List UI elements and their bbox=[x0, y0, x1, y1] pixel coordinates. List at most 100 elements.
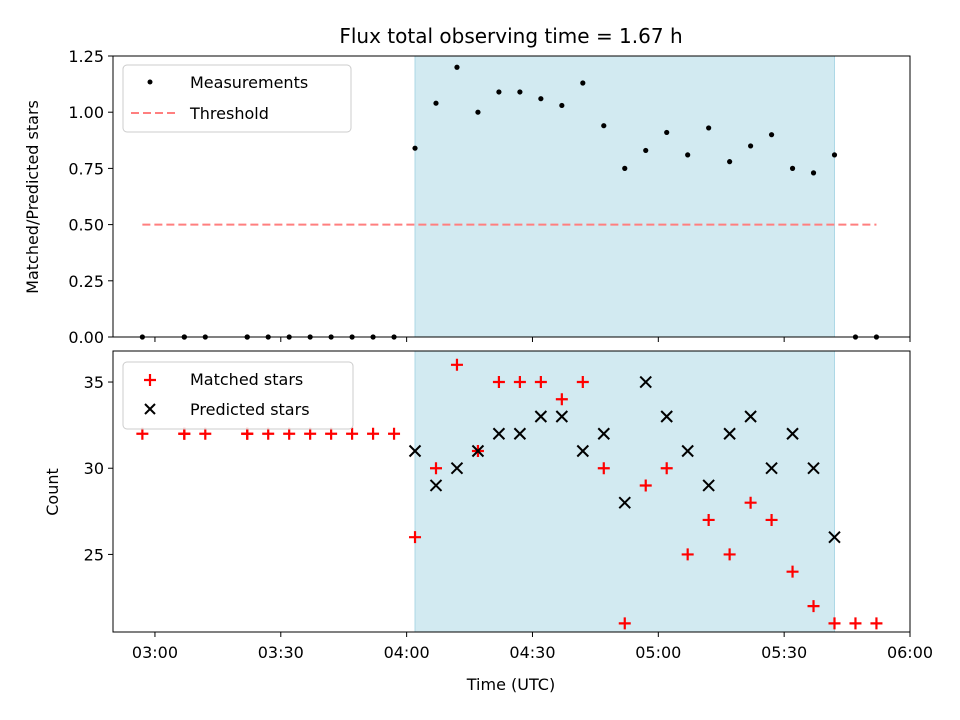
bottom-series-predicted-stars-point bbox=[786, 427, 799, 440]
top-panel: Flux total observing time = 1.67 h 0.00 0… bbox=[23, 24, 911, 347]
bottom-series-matched-stars-point bbox=[136, 427, 149, 440]
bottom-series-predicted-stars-point bbox=[471, 444, 485, 458]
top-shaded-span bbox=[414, 55, 835, 338]
bottom-series-predicted-stars-point bbox=[618, 496, 631, 509]
top-series-measurements-point bbox=[789, 165, 796, 171]
top-series-measurements-point bbox=[831, 152, 838, 158]
bottom-series-matched-stars-point bbox=[513, 376, 526, 389]
bottom-series-matched-stars-point bbox=[765, 513, 778, 526]
bottom-y-tick-label: 35 bbox=[84, 373, 104, 392]
top-series-measurements-point bbox=[412, 145, 418, 151]
bottom-plot-area: 25 30 35 03:00 03:30 04:00 04:30 05:00 05:30 06:0… bbox=[84, 350, 933, 662]
bottom-plot-frame bbox=[112, 350, 911, 633]
x-tick-label: 05:00 bbox=[635, 643, 681, 662]
bottom-series-predicted-stars-point bbox=[576, 444, 590, 458]
bottom-series-matched-stars-point bbox=[786, 565, 799, 578]
legend-label-matched: Matched stars bbox=[190, 370, 303, 389]
bottom-series-predicted-stars-point bbox=[807, 462, 820, 475]
x-tick-label: 06:00 bbox=[887, 643, 933, 662]
x-tick-label: 03:00 bbox=[132, 643, 178, 662]
x-tick-label: 05:30 bbox=[761, 643, 807, 662]
bottom-series-matched-stars-point bbox=[367, 427, 380, 440]
bottom-series-matched-stars-point bbox=[807, 600, 820, 613]
bottom-series-matched-stars-point bbox=[555, 393, 568, 406]
bottom-series-matched-stars-point bbox=[744, 496, 757, 509]
legend-label-threshold: Threshold bbox=[189, 104, 269, 123]
top-y-tick-label: 0.75 bbox=[68, 159, 104, 178]
bottom-series-matched-stars-point bbox=[660, 462, 673, 475]
bottom-series-matched-stars-point bbox=[178, 427, 191, 440]
bottom-series-matched-stars-point bbox=[534, 376, 547, 389]
x-tick-label: 04:00 bbox=[384, 643, 430, 662]
bottom-series-matched-stars-point bbox=[618, 617, 631, 630]
top-series-measurements-point bbox=[454, 64, 460, 70]
bottom-series-predicted-stars-point bbox=[408, 444, 422, 458]
bottom-series-matched-stars-point bbox=[409, 531, 422, 544]
bottom-series-matched-stars-point bbox=[388, 427, 401, 440]
top-y-axis-label: Matched/Predicted stars bbox=[23, 100, 42, 294]
bottom-series-matched-stars-point bbox=[576, 376, 589, 389]
legend-marker-matched bbox=[144, 374, 156, 386]
bottom-series-predicted-stars-point bbox=[828, 530, 841, 544]
bottom-series-matched-stars-point bbox=[283, 427, 296, 440]
chart-title: Flux total observing time = 1.67 h bbox=[339, 24, 682, 48]
top-series-measurements-point bbox=[496, 89, 502, 95]
bottom-series-matched-stars-point bbox=[870, 617, 883, 630]
bottom-series-predicted-stars-point bbox=[450, 462, 464, 475]
bottom-series-matched-stars-point bbox=[262, 427, 275, 440]
top-y-tick-label: 0.50 bbox=[68, 216, 104, 235]
bottom-series-matched-stars-point bbox=[492, 376, 505, 389]
bottom-series-predicted-stars-point bbox=[660, 410, 673, 423]
legend-marker-predicted bbox=[144, 403, 156, 415]
bottom-series-matched-stars-point bbox=[199, 427, 212, 440]
legend-label-predicted: Predicted stars bbox=[190, 400, 310, 419]
top-y-tick-label: 0.25 bbox=[68, 272, 104, 291]
top-y-tick-label: 1.25 bbox=[68, 47, 104, 66]
bottom-series-matched-stars-point bbox=[346, 427, 359, 440]
top-legend: Measurements Threshold bbox=[122, 64, 352, 133]
bottom-series-predicted-stars-point bbox=[555, 410, 569, 423]
top-series-measurements-point bbox=[685, 152, 691, 158]
bottom-series-matched-stars-point bbox=[304, 427, 317, 440]
top-series-measurements-point bbox=[727, 159, 733, 165]
bottom-series-predicted-stars-point bbox=[429, 479, 443, 492]
bottom-series-predicted-stars-point bbox=[597, 427, 610, 440]
bottom-series-matched-stars-point bbox=[597, 462, 610, 475]
bottom-series-predicted-stars-point bbox=[681, 444, 694, 458]
legend-marker-measurements bbox=[147, 79, 153, 85]
top-series-measurements-point bbox=[643, 147, 649, 154]
bottom-series-predicted-stars-point bbox=[534, 410, 548, 423]
top-series-measurements-point bbox=[559, 102, 565, 109]
top-series-measurements-point bbox=[517, 89, 523, 95]
bottom-series-predicted-stars-point bbox=[744, 410, 757, 423]
top-series-measurements-point bbox=[622, 165, 628, 171]
bottom-series-predicted-stars-point bbox=[492, 427, 506, 440]
top-series-measurements-point bbox=[433, 100, 439, 106]
top-series-measurements-point bbox=[601, 123, 607, 129]
bottom-series-predicted-stars-point bbox=[639, 375, 652, 389]
bottom-panel: 25 30 35 03:00 03:30 04:00 04:30 05:00 05:30 06:0… bbox=[43, 350, 933, 694]
bottom-series-matched-stars-point bbox=[681, 548, 694, 561]
bottom-series-matched-stars-point bbox=[639, 479, 652, 492]
top-plot-area: 0.00 0.25 0.50 0.75 1.00 1.25 bbox=[68, 47, 911, 347]
x-tick-label: 03:30 bbox=[258, 643, 304, 662]
bottom-shaded-span bbox=[414, 350, 835, 633]
bottom-series-matched-stars-point bbox=[429, 462, 442, 475]
top-series-measurements-point bbox=[580, 80, 586, 86]
bottom-series-matched-stars-point bbox=[849, 617, 862, 630]
top-series-measurements-point bbox=[475, 109, 481, 115]
top-y-tick-label: 0.00 bbox=[68, 328, 104, 347]
bottom-series-matched-stars-point bbox=[325, 427, 338, 440]
bottom-series-matched-stars-point bbox=[702, 513, 715, 526]
bottom-series-predicted-stars-point bbox=[765, 462, 778, 475]
bottom-series-predicted-stars-point bbox=[513, 427, 527, 440]
bottom-y-tick-label: 30 bbox=[84, 459, 104, 478]
bottom-legend: Matched stars Predicted stars bbox=[122, 361, 354, 430]
bottom-series-predicted-stars-point bbox=[702, 479, 715, 492]
bottom-series-predicted-stars-point bbox=[723, 427, 736, 440]
top-series-measurements-point bbox=[748, 143, 754, 149]
bottom-series-matched-stars-point bbox=[450, 358, 463, 371]
bottom-series-matched-stars-point bbox=[723, 548, 736, 561]
top-series-measurements-point bbox=[810, 170, 817, 176]
top-series-measurements-point bbox=[768, 132, 775, 138]
